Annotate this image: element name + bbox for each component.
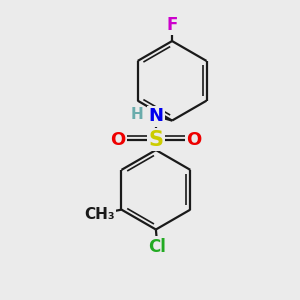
Text: O: O (187, 131, 202, 149)
Text: H: H (130, 107, 143, 122)
Text: F: F (167, 16, 178, 34)
Text: O: O (110, 131, 125, 149)
Text: N: N (148, 107, 164, 125)
Text: Cl: Cl (148, 238, 166, 256)
Text: S: S (148, 130, 164, 150)
Text: CH₃: CH₃ (84, 206, 115, 221)
